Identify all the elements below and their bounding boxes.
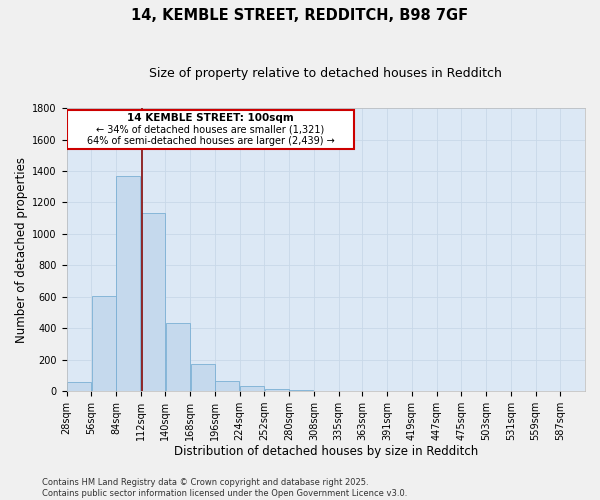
Bar (141, 214, 165, 391)
Bar (67, 110, 355, 149)
Bar (265, 389, 289, 391)
Bar (166, 324, 190, 391)
Text: Contains HM Land Registry data © Crown copyright and database right 2025.
Contai: Contains HM Land Registry data © Crown c… (42, 478, 407, 498)
Title: Size of property relative to detached houses in Redditch: Size of property relative to detached ho… (149, 68, 502, 80)
Bar (191, 364, 215, 391)
Bar (240, 386, 264, 391)
Y-axis label: Number of detached properties: Number of detached properties (15, 156, 28, 342)
X-axis label: Distribution of detached houses by size in Redditch: Distribution of detached houses by size … (173, 444, 478, 458)
Bar (92, 296, 116, 391)
Bar (289, 390, 313, 391)
Bar (116, 176, 140, 391)
Bar (67, 382, 91, 391)
Text: 64% of semi-detached houses are larger (2,439) →: 64% of semi-detached houses are larger (… (86, 136, 334, 146)
Text: 14 KEMBLE STREET: 100sqm: 14 KEMBLE STREET: 100sqm (127, 114, 294, 124)
Text: ← 34% of detached houses are smaller (1,321): ← 34% of detached houses are smaller (1,… (97, 124, 325, 134)
Bar (215, 381, 239, 391)
Text: 14, KEMBLE STREET, REDDITCH, B98 7GF: 14, KEMBLE STREET, REDDITCH, B98 7GF (131, 8, 469, 22)
